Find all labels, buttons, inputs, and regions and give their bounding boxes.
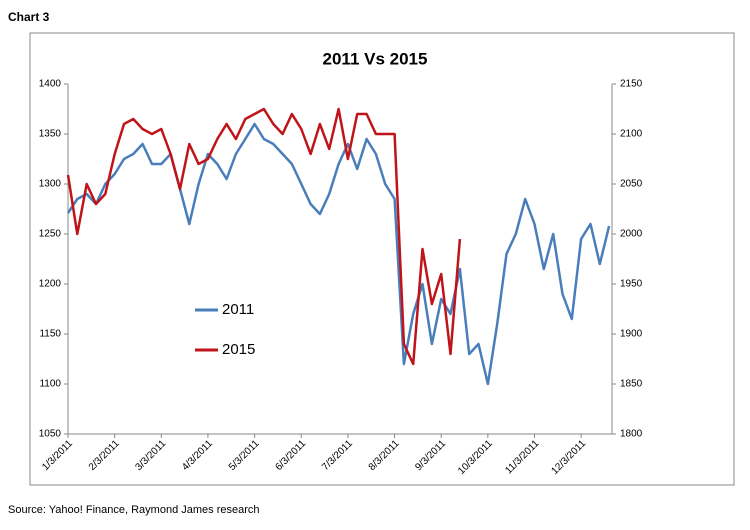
chart-frame — [29, 32, 735, 486]
x-tick-label: 1/3/2011 — [40, 438, 75, 473]
x-tick-label: 6/3/2011 — [273, 438, 308, 473]
y2-tick-label: 1800 — [620, 429, 643, 440]
x-tick-label: 3/3/2011 — [134, 438, 169, 473]
series-line — [66, 122, 611, 386]
chart-title: 2011 Vs 2015 — [323, 49, 428, 68]
y2-tick-label: 1900 — [620, 329, 643, 340]
y-tick-label: 1250 — [39, 229, 62, 240]
y-tick-label: 1300 — [39, 179, 62, 190]
x-tick-label: 12/3/2011 — [549, 438, 588, 477]
x-tick-label: 5/3/2011 — [227, 438, 262, 473]
x-tick-label: 11/3/2011 — [503, 438, 541, 476]
y-tick-label: 1350 — [39, 129, 62, 140]
y-tick-label: 1400 — [39, 79, 62, 90]
chart-caption: Chart 3 — [8, 10, 50, 24]
y-tick-label: 1050 — [39, 429, 62, 440]
y2-tick-label: 2000 — [620, 229, 643, 240]
source-note: Source: Yahoo! Finance, Raymond James re… — [8, 504, 260, 516]
y2-tick-label: 1850 — [620, 379, 643, 390]
x-tick-label: 2/3/2011 — [87, 438, 122, 473]
x-tick-label: 4/3/2011 — [180, 438, 215, 473]
y2-tick-label: 2100 — [620, 129, 643, 140]
x-tick-label: 9/3/2011 — [413, 438, 448, 473]
y-tick-label: 1150 — [39, 329, 61, 340]
y2-tick-label: 2150 — [620, 79, 643, 90]
y-tick-label: 1200 — [39, 279, 62, 290]
y2-tick-label: 2050 — [620, 179, 643, 190]
y2-tick-label: 1950 — [620, 279, 643, 290]
x-tick-label: 7/3/2011 — [320, 438, 355, 473]
legend-label: 2015 — [222, 341, 255, 358]
x-tick-label: 8/3/2011 — [367, 438, 402, 473]
x-tick-label: 10/3/2011 — [456, 438, 495, 477]
legend-label: 2011 — [222, 301, 254, 318]
series-line — [66, 107, 462, 366]
y-tick-label: 1100 — [39, 379, 61, 390]
